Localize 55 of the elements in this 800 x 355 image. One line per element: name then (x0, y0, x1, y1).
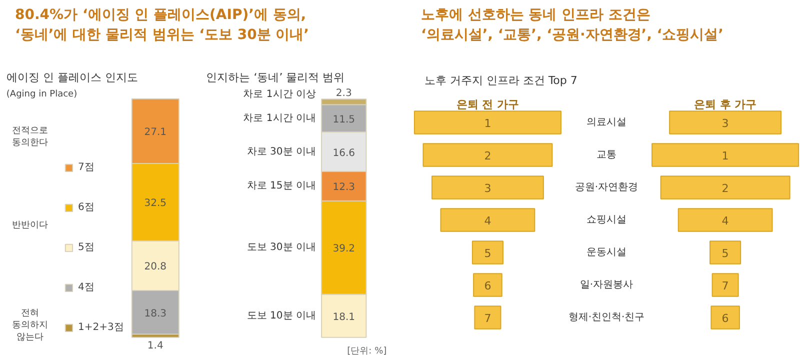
data-label: 4 (722, 214, 729, 228)
data-label: 1 (484, 117, 492, 130)
chart-subtitle: 인지하는 ‘동네’ 물리적 범위 (206, 71, 345, 84)
category-label: 공원·자연환경 (574, 182, 638, 193)
data-label: 7 (722, 280, 729, 292)
data-label: 2 (484, 150, 492, 162)
legend-label: 7점 (78, 161, 96, 174)
category-label: 일·자원봉사 (580, 280, 634, 290)
legend-label: 6점 (78, 201, 96, 214)
series-label: 도보 30분 이내 (246, 242, 316, 254)
text: (Aging in Place) (6, 89, 78, 100)
data-label: 39.2 (332, 244, 355, 255)
data-label: 5 (484, 247, 492, 260)
category-label: 쇼핑시설 (586, 214, 626, 226)
category-label: 형제·친인척·친구 (568, 312, 645, 323)
data-label: 1.4 (147, 340, 164, 352)
data-label: 11.5 (332, 114, 355, 126)
text: 전적으로 동의한다 (12, 126, 48, 148)
legend-label: 5점 (78, 241, 96, 254)
text: 노후 거주지 인프라 조건 Top 7 (424, 74, 578, 87)
data-label: 1 (722, 150, 729, 162)
category-label: 의료시설 (586, 117, 626, 128)
data-label: 6 (484, 280, 492, 292)
series-label: 차로 1시간 이상 (243, 89, 316, 100)
category-label: 운동시설 (586, 247, 626, 258)
series-label: 은퇴 전 가구 (456, 98, 520, 112)
data-label: 12.3 (332, 182, 355, 194)
data-label: 20.8 (144, 262, 167, 273)
series-label: 은퇴 후 가구 (694, 98, 757, 112)
data-label: 4 (484, 214, 492, 228)
chart-title: 80.4%가 ‘에이징 인 플레이스(AIP)’에 동의, ‘동네’에 대한 물리적 범위는 ‘도보 30분 이내’ (15, 6, 309, 45)
data-label: 2.3 (336, 88, 352, 99)
data-label: 6 (722, 312, 729, 325)
text: 전혀 동의하지 않는다 (12, 308, 48, 343)
data-label: 18.3 (144, 308, 167, 320)
chart-subtitle: 에이징 인 플레이스 인지도 (6, 71, 138, 84)
data-label: 27.1 (144, 127, 167, 138)
series-label: 차로 15분 이내 (246, 180, 316, 192)
data-label: 2 (722, 182, 729, 195)
data-label: 7 (484, 312, 492, 325)
data-label: 5 (722, 247, 729, 260)
category-label: 교통 (596, 150, 616, 160)
data-label: 3 (722, 117, 729, 130)
series-label: 도보 10분 이내 (246, 310, 316, 322)
text: [단위: %] (347, 346, 387, 355)
data-label: 16.6 (332, 148, 355, 159)
text: 노후에 선호하는 동네 인프라 조건은 ‘의료시설’, ‘교통’, ‘공원·자연환경’, ‘쇼핑시설’ (421, 6, 724, 45)
legend-label: 4점 (78, 281, 96, 294)
series-label: 차로 30분 이내 (246, 146, 316, 158)
data-label: 18.1 (332, 312, 355, 323)
legend-label: 1+2+3점 (78, 321, 124, 334)
data-label: 3 (484, 182, 492, 195)
series-label: 차로 1시간 이내 (243, 112, 316, 124)
data-label: 32.5 (144, 198, 167, 210)
text: 반반이다 (12, 220, 48, 230)
